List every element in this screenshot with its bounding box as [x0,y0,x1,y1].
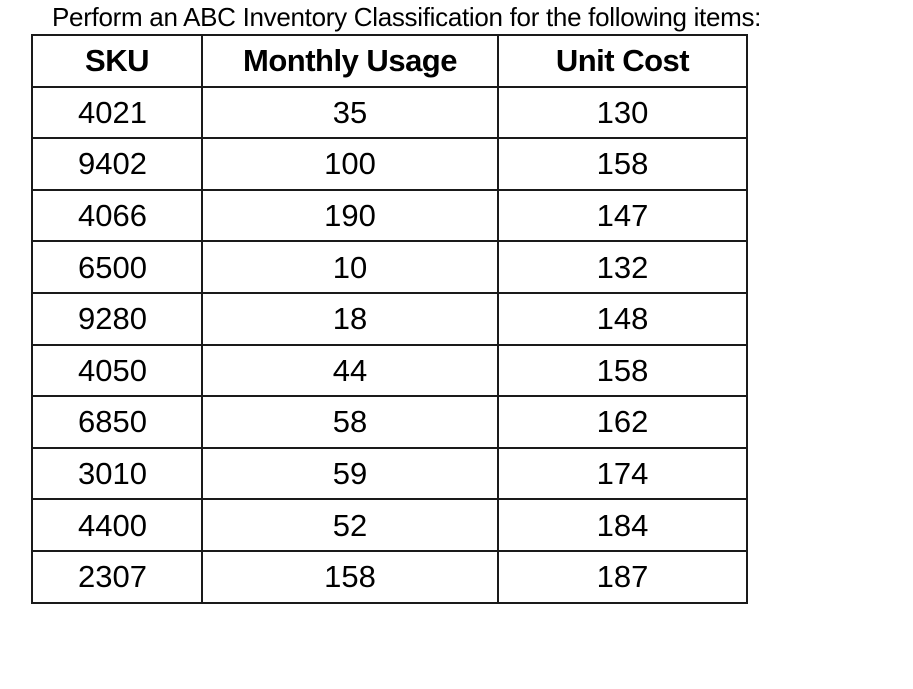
table-row: 4066 190 147 [31,188,748,243]
cell-sku: 4400 [31,498,203,552]
cell-unit-cost: 184 [497,498,748,552]
cell-monthly-usage: 10 [201,240,499,294]
cell-sku: 2307 [31,549,203,604]
table-row: 9280 18 148 [31,291,748,346]
cell-unit-cost: 132 [497,240,748,294]
table-row: 6850 58 162 [31,395,748,449]
cell-monthly-usage: 158 [201,549,499,604]
cell-sku: 6850 [31,395,203,449]
cell-monthly-usage: 18 [201,291,499,346]
cell-monthly-usage: 190 [201,188,499,243]
table-header-row: SKU Monthly Usage Unit Cost [31,34,748,88]
cell-unit-cost: 148 [497,291,748,346]
table-row: 2307 158 187 [31,549,748,604]
cell-monthly-usage: 100 [201,137,499,191]
cell-sku: 3010 [31,446,203,501]
table-row: 9402 100 158 [31,137,748,191]
cell-monthly-usage: 35 [201,85,499,140]
cell-sku: 4050 [31,343,203,398]
table-row: 3010 59 174 [31,446,748,501]
table-row: 4050 44 158 [31,343,748,398]
cell-monthly-usage: 44 [201,343,499,398]
header-sku: SKU [31,34,203,88]
cell-monthly-usage: 58 [201,395,499,449]
cell-sku: 9402 [31,137,203,191]
page-title: Perform an ABC Inventory Classification … [52,2,762,32]
table-row: 6500 10 132 [31,240,748,294]
cell-unit-cost: 187 [497,549,748,604]
cell-sku: 4066 [31,188,203,243]
cell-unit-cost: 158 [497,343,748,398]
cell-monthly-usage: 52 [201,498,499,552]
header-monthly-usage: Monthly Usage [201,34,499,88]
cell-unit-cost: 147 [497,188,748,243]
table-body: 4021 35 130 9402 100 158 4066 190 147 65… [31,85,748,604]
cell-unit-cost: 174 [497,446,748,501]
cell-unit-cost: 162 [497,395,748,449]
cell-unit-cost: 158 [497,137,748,191]
header-unit-cost: Unit Cost [497,34,748,88]
cell-sku: 4021 [31,85,203,140]
cell-sku: 9280 [31,291,203,346]
table-row: 4021 35 130 [31,85,748,140]
table-row: 4400 52 184 [31,498,748,552]
cell-unit-cost: 130 [497,85,748,140]
inventory-table: SKU Monthly Usage Unit Cost 4021 35 130 … [31,34,748,604]
cell-monthly-usage: 59 [201,446,499,501]
cell-sku: 6500 [31,240,203,294]
